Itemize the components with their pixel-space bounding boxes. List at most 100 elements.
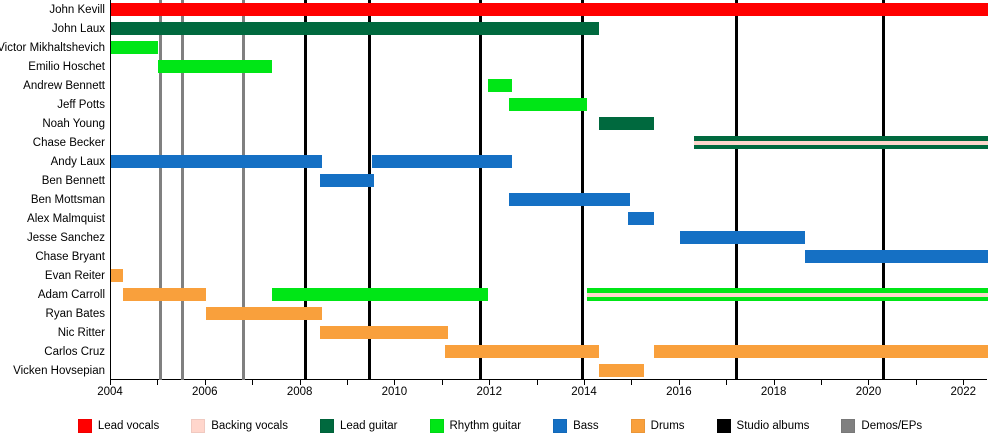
year-tick-label: 2006 (192, 386, 218, 398)
legend-color-swatch-icon (319, 419, 334, 433)
legend-item-label: Studio albums (736, 420, 810, 432)
year-tick-label: 2008 (286, 386, 313, 398)
timeline-bar (599, 364, 645, 377)
year-tick-minor (821, 380, 823, 385)
timeline-bar (158, 60, 273, 73)
timeline-bar (111, 22, 600, 35)
legend-color-swatch-icon (553, 419, 568, 433)
member-name-label: Andy Laux (50, 155, 105, 168)
timeline-bar (111, 155, 322, 168)
timeline-bar (509, 193, 631, 206)
timeline-bar (679, 231, 806, 244)
legend-color-swatch-icon (630, 419, 645, 433)
member-name-label: John Kevill (49, 3, 105, 16)
timeline-bar-stripe (587, 292, 988, 297)
timeline-bar (319, 326, 448, 339)
member-name-label: Alex Malmquist (27, 212, 105, 225)
legend-color-swatch-icon (77, 419, 92, 433)
legend-item-label: Lead guitar (339, 420, 398, 432)
member-name-label: Victor Mikhaltshevich (0, 41, 105, 54)
timeline-plot-area (110, 0, 988, 380)
member-name-label: Andrew Bennett (23, 79, 105, 92)
year-axis: 2004 2006 2008 2010 2012 2014 2016 2018 2020 2022 (97, 380, 987, 405)
band-member-timeline-chart: John Kevill John Laux Victor Mikhaltshevic… (0, 0, 988, 405)
legend-item-label: Drums (650, 420, 685, 432)
legend-color-swatch-icon (429, 419, 444, 433)
year-tick-minor (536, 380, 538, 385)
timeline-bar (111, 41, 159, 54)
studio-album-release-line (303, 0, 307, 380)
legend-item: Lead guitar (319, 419, 398, 433)
legend-item-label: Bass (573, 420, 599, 432)
timeline-bar (272, 288, 488, 301)
member-name-label: Chase Bryant (35, 250, 105, 263)
studio-album-release-line (735, 0, 739, 380)
demo-ep-release-line (159, 0, 163, 380)
timeline-bar (599, 117, 654, 130)
legend-color-swatch-icon (841, 419, 856, 433)
legend-item: Lead vocals (77, 419, 160, 433)
member-name-label: John Laux (51, 22, 105, 35)
demo-ep-release-line (242, 0, 246, 380)
member-name-label: Jesse Sanchez (27, 231, 105, 244)
timeline-bar (627, 212, 654, 225)
legend-item: Backing vocals (191, 419, 288, 433)
member-name-label: Evan Reiter (44, 269, 105, 282)
studio-album-release-line (882, 0, 886, 380)
legend-item: Studio albums (716, 419, 810, 433)
year-tick (584, 380, 586, 385)
year-tick-label: 2014 (571, 386, 597, 398)
member-name-label: Jeff Potts (57, 98, 105, 111)
member-name-label: Nic Ritter (57, 326, 105, 339)
legend-item: Bass (553, 419, 599, 433)
studio-album-release-line (479, 0, 483, 380)
year-tick-minor (915, 380, 917, 385)
member-name-label: Ryan Bates (45, 307, 105, 320)
timeline-bar (487, 79, 512, 92)
year-tick-minor (157, 380, 159, 385)
legend-item: Drums (630, 419, 685, 433)
legend-item-label: Rhythm guitar (449, 420, 522, 432)
timeline-bar (111, 269, 123, 282)
timeline-bar-stripe (694, 140, 988, 145)
member-name-label: Chase Becker (32, 136, 105, 149)
member-name-label: Carlos Cruz (44, 345, 105, 358)
year-tick-minor (252, 380, 254, 385)
legend-item-label: Lead vocals (97, 420, 160, 432)
year-tick-minor (441, 380, 443, 385)
year-tick (394, 380, 396, 385)
legend-item-label: Demos/EPs (861, 420, 923, 432)
timeline-bar (587, 288, 988, 301)
timeline-bar (805, 250, 988, 263)
year-tick (299, 380, 301, 385)
timeline-bar (509, 98, 588, 111)
year-tick (773, 380, 775, 385)
timeline-bar (319, 174, 375, 187)
legend-item-label: Backing vocals (211, 420, 288, 432)
member-name-label: Adam Carroll (37, 288, 105, 301)
member-name-label: Vicken Hovsepian (13, 364, 105, 377)
timeline-bar (111, 3, 988, 16)
year-tick-minor (631, 380, 633, 385)
timeline-bar (205, 307, 322, 320)
year-tick (868, 380, 870, 385)
legend-color-swatch-icon (716, 419, 731, 433)
member-name-axis: John Kevill John Laux Victor Mikhaltshevic… (0, 0, 110, 380)
year-tick (963, 380, 965, 385)
timeline-bar (653, 345, 988, 358)
year-tick (204, 380, 206, 385)
year-tick (678, 380, 680, 385)
timeline-bar (371, 155, 512, 168)
demo-ep-release-line (180, 0, 184, 380)
member-name-label: Ben Mottsman (30, 193, 105, 206)
year-tick-label: 2018 (760, 386, 787, 398)
year-tick-label: 2020 (855, 386, 882, 398)
year-tick-minor (726, 380, 728, 385)
member-name-label: Emilio Hoschet (28, 60, 105, 73)
member-name-label: Noah Young (42, 117, 105, 130)
timeline-bar (445, 345, 600, 358)
year-tick-label: 2022 (950, 386, 977, 398)
legend-item: Demos/EPs (841, 419, 922, 433)
studio-album-release-line (581, 0, 585, 380)
